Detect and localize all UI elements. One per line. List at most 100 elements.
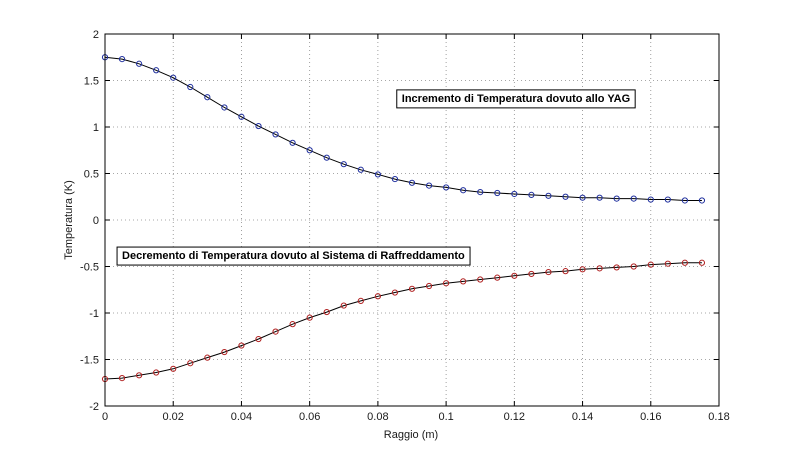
x-tick-label: 0.02: [163, 411, 184, 423]
series-2-point: [630, 263, 637, 270]
series-1-point: [306, 147, 313, 154]
series-1-point: [340, 161, 347, 168]
series-1-point: [289, 139, 296, 146]
series-1-point: [391, 175, 399, 183]
series-1-point: [187, 83, 194, 91]
series-2-point: [698, 259, 706, 266]
series-1-point: [408, 179, 416, 186]
series-1-point: [170, 74, 177, 81]
y-tick-label: 0: [93, 215, 99, 227]
series-2-point: [340, 302, 347, 309]
series-1-point: [596, 194, 603, 201]
series-1-point: [545, 192, 552, 199]
series-2-point: [170, 365, 177, 372]
x-tick-label: 0.1: [438, 411, 453, 423]
y-tick-label: 1.5: [84, 76, 99, 88]
series-1-point: [613, 195, 620, 202]
annotation-1-box: [396, 89, 636, 109]
series-1-point: [528, 191, 535, 198]
series-1-point: [221, 104, 228, 111]
series-2-point: [272, 328, 279, 335]
series-1-point: [323, 154, 330, 161]
y-tick-label: -1.5: [80, 355, 99, 367]
series-1-point: [460, 187, 467, 194]
series-2-point: [118, 375, 126, 382]
axes-layer: 0 0.02 0.04 0.06 0.08 0.1 0.12 0.14 0.16 0.18 -2 -1…: [80, 29, 730, 423]
series-2-point: [494, 274, 501, 281]
series-1-point: [357, 166, 364, 173]
series-2-point: [477, 276, 484, 283]
series-1-point: [374, 171, 381, 178]
series-2-point: [613, 264, 620, 271]
x-tick-label: 0.12: [504, 411, 525, 423]
annotation-1-text: Incremento di Temperatura dovuto allo YA…: [402, 93, 630, 105]
series-1-point: [118, 56, 126, 63]
series-2-point: [306, 314, 313, 321]
series-2-point: [681, 259, 688, 266]
x-tick-label: 0.08: [367, 411, 388, 423]
series-1-point: [443, 184, 450, 191]
series-1-point: [630, 195, 637, 202]
series-1-point: [477, 189, 484, 196]
series-2-point: [323, 308, 330, 316]
series-2-point: [187, 360, 194, 367]
series-layer: [101, 54, 706, 383]
series-1-point: [664, 196, 671, 203]
series-1-point: [562, 193, 569, 200]
series-2-point: [511, 272, 518, 279]
y-tick-label: -0.5: [80, 262, 99, 274]
annotation-2-text: Decremento di Temperatura dovuto al Sist…: [122, 250, 465, 262]
series-2-point: [136, 372, 143, 379]
series-1-point: [425, 182, 433, 189]
x-tick-label: 0.04: [231, 411, 252, 423]
x-tick-label: 0.06: [299, 411, 320, 423]
series-2-point: [204, 354, 211, 361]
y-tick-label: -2: [89, 401, 99, 413]
series-2-point: [443, 280, 450, 287]
series-1-point: [698, 197, 706, 204]
y-tick-label: 2: [93, 29, 99, 41]
series-1-point: [204, 94, 211, 101]
series-2-point: [255, 335, 262, 343]
series-2-point: [528, 270, 535, 278]
series-2-point: [579, 266, 586, 273]
series-2-point: [596, 265, 603, 272]
series-1-point: [681, 197, 688, 204]
series-2-point: [357, 297, 364, 305]
series-1-point: [511, 190, 518, 198]
series-2-point: [238, 342, 245, 349]
series-1-point: [255, 122, 262, 130]
series-2-point: [425, 282, 433, 290]
series-1-point: [153, 67, 160, 74]
series-1-point: [136, 60, 143, 67]
series-2-point: [545, 268, 552, 276]
x-tick-label: 0.14: [572, 411, 593, 423]
series-2-point: [153, 369, 160, 376]
x-axis-label: Raggio (m): [384, 429, 438, 441]
series-1-point: [647, 196, 654, 203]
series-1-point: [272, 131, 279, 138]
x-tick-label: 0.16: [640, 411, 661, 423]
x-tick-label: 0: [102, 411, 108, 423]
series-2-point: [374, 293, 381, 300]
y-tick-label: 0.5: [84, 169, 99, 181]
annotation-layer: Incremento di Temperatura dovuto allo YA…: [116, 89, 636, 266]
series-2-point: [289, 321, 296, 328]
y-tick-label: -1: [89, 308, 99, 320]
x-tick-label: 0.18: [708, 411, 729, 423]
series-2-point: [664, 260, 671, 267]
series-1-point: [579, 194, 586, 201]
annotation-2-box: [116, 246, 471, 266]
series-2-point: [460, 278, 467, 285]
series-1-point: [494, 189, 501, 197]
series-2-point: [391, 289, 399, 296]
series-2-point: [221, 348, 228, 356]
y-axis-label: Temperatura (K): [63, 180, 75, 259]
series-2-point: [408, 285, 416, 292]
series-1-point: [238, 113, 245, 120]
y-tick-label: 1: [93, 122, 99, 134]
series-2-point: [562, 268, 569, 275]
series-2-point: [647, 261, 654, 268]
